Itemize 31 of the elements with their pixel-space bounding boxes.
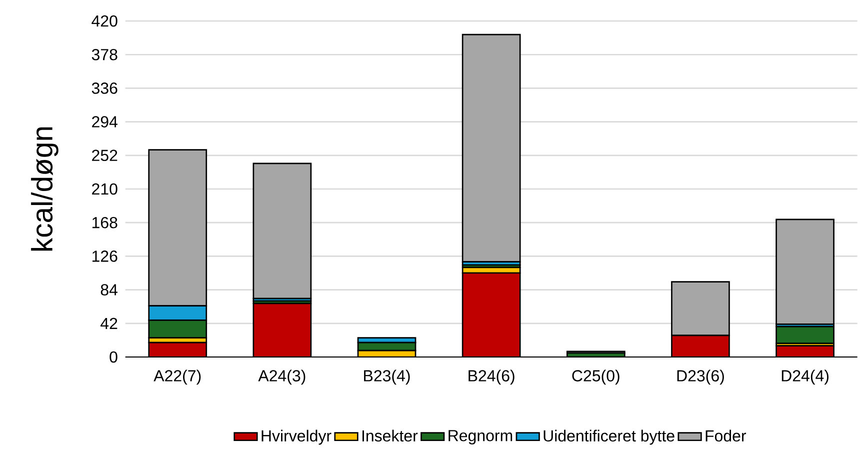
y-tick-label: 84 [100,284,118,296]
bar [462,272,521,357]
legend-label: Insekter [362,430,418,442]
bar [462,34,521,262]
bar [252,302,312,357]
y-tick-label: 126 [92,250,118,262]
x-tick-label: B24(6) [468,370,514,385]
y-tick-label: 294 [92,116,118,128]
x-tick-label: B23(4) [364,370,410,385]
y-axis-title: kcal/døgn [31,127,58,251]
y-tick-label: 252 [92,150,118,162]
y-tick-label: 336 [92,82,118,94]
legend-label: Regnorm [448,430,512,444]
legend-label: Foder [706,430,746,442]
bar [776,218,834,325]
y-tick-label: 420 [92,15,118,27]
x-tick-label: A22(7) [154,370,201,385]
y-tick-label: 168 [92,216,118,228]
x-tick-label: D23(6) [677,370,724,385]
x-tick-label: C25(0) [572,370,620,385]
bar [671,281,730,336]
bar [671,334,730,357]
x-tick-label: D24(4) [782,370,828,385]
y-tick-label: 0 [110,351,118,363]
legend-label: Hvirveldyr [262,430,332,445]
y-tick-label: 42 [100,318,118,329]
x-tick-label: A24(3) [258,370,306,385]
y-tick-label: 210 [92,183,118,195]
bar [252,162,312,300]
y-tick-label: 378 [92,48,118,60]
legend-label: Uidentificeret bytte [544,430,674,445]
